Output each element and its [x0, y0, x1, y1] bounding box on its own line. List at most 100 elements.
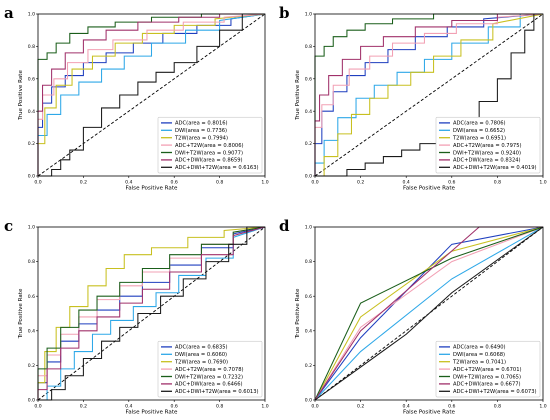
panel-letter: c: [4, 217, 13, 235]
x-tick-label: 0.8: [494, 180, 501, 186]
x-tick-label: 1.0: [539, 180, 546, 186]
legend-entry: ADC+DWI(area = 0.6466): [175, 382, 243, 388]
y-tick-label: 0.8: [28, 44, 35, 50]
x-axis-label: False Positive Rate: [126, 410, 179, 416]
legend-entry: ADC+DWI(area = 0.8324): [453, 158, 521, 164]
legend-box: [435, 116, 541, 174]
roc-curve-5: [314, 13, 543, 176]
y-tick-label: 0.0: [28, 174, 35, 180]
roc-curve-3: [314, 226, 544, 401]
y-axis-label: True Positive Rate: [18, 70, 24, 121]
legend-entry: DWI(area = 0.6068): [453, 352, 505, 358]
legend-entry: ADC+T2W(area = 0.6701): [453, 367, 522, 373]
roc-curve-6: [314, 13, 543, 176]
roc-curve-7: [38, 13, 265, 177]
y-tick-label: 0.4: [305, 328, 312, 334]
y-tick-label: 1.0: [305, 225, 312, 231]
x-tick-label: 0.6: [448, 180, 455, 186]
y-tick-label: 0.4: [28, 109, 35, 115]
x-tick-label: 0.2: [357, 404, 364, 410]
x-tick-label: 0.0: [311, 404, 318, 410]
roc-curve-6: [37, 13, 265, 176]
legend-entry: ADC(area = 0.7806): [453, 121, 506, 127]
legend-box: [435, 340, 541, 398]
roc-curve-3: [37, 13, 266, 176]
legend-entry: ADC+T2W(area = 0.7078): [175, 367, 244, 373]
y-tick-label: 1.0: [28, 12, 35, 18]
x-tick-label: 0.2: [357, 180, 364, 186]
legend-entry: T2W(area = 0.7994): [174, 136, 228, 142]
x-tick-label: 0.8: [216, 404, 223, 410]
panel-a: a 0.0 0.2 0.4 0.6 0.8 1.0 0.0 0.2 0.4 0.6 0.8 1.0 Fal…: [4, 4, 269, 192]
chance-diagonal: [314, 226, 544, 401]
legend-entry: T2W(area = 0.7690): [174, 360, 228, 366]
y-tick-label: 0.4: [28, 328, 35, 334]
y-tick-label: 0.0: [305, 174, 312, 180]
y-axis-label: True Positive Rate: [295, 70, 301, 121]
legend: ADC(area = 0.6835)DWI(area = 0.6060) T2W(…: [157, 340, 263, 398]
roc-curve-4: [314, 13, 544, 176]
legend: ADC(area = 0.8016)DWI(area = 0.7736) T2W(…: [157, 116, 263, 174]
x-tick-label: 0.8: [494, 404, 501, 410]
x-tick-label: 0.0: [34, 180, 41, 186]
y-tick-label: 0.6: [28, 76, 35, 82]
chance-diagonal: [37, 13, 266, 177]
legend-entry: DWI+T2W(area = 0.7232): [175, 374, 243, 380]
legend-entry: T2W(area = 0.6951): [452, 136, 506, 142]
legend-entry: ADC(area = 0.6835): [175, 345, 228, 351]
legend-entry: ADC+DWI(area = 0.6677): [453, 382, 521, 388]
y-tick-label: 0.2: [28, 141, 35, 147]
plot-frame: [37, 226, 266, 401]
x-tick-label: 1.0: [539, 404, 546, 410]
roc-curve-3: [315, 13, 544, 177]
x-tick-label: 0.4: [125, 180, 132, 186]
roc-curve-7: [38, 226, 265, 401]
y-tick-label: 0.6: [305, 294, 312, 300]
legend-entry: DWI(area = 0.6060): [175, 352, 227, 358]
roc-curve-5: [37, 13, 265, 176]
panel-c: c 0.0 0.2 0.4 0.6 0.8 1.0 0.0 0.2 0.4 0.6 0.8 1.0 Fal…: [4, 217, 269, 416]
roc-curve-5: [37, 226, 266, 400]
x-tick-label: 0.2: [80, 404, 87, 410]
roc-curve-2: [37, 13, 266, 176]
x-tick-label: 0.4: [403, 404, 410, 410]
legend-entry: DWI+T2W(area = 0.7065): [453, 374, 521, 380]
x-tick-label: 1.0: [261, 180, 268, 186]
panel-letter: b: [279, 4, 290, 22]
legend-box: [157, 340, 263, 398]
x-axis-label: False Positive Rate: [403, 186, 456, 192]
y-tick-label: 1.0: [28, 225, 35, 231]
legend: ADC(area = 0.6490)DWI(area = 0.6068) T2W(…: [435, 340, 541, 398]
y-tick-label: 0.2: [28, 363, 35, 369]
x-tick-label: 0.6: [171, 404, 178, 410]
y-axis-label: True Positive Rate: [295, 288, 301, 339]
legend-box: [157, 116, 263, 174]
x-axis-label: False Positive Rate: [126, 186, 179, 192]
x-tick-label: 0.4: [403, 180, 410, 186]
legend-entry: ADC+DWI+T2W(area = 0.4019): [453, 165, 537, 171]
legend-entry: DWI(area = 0.7736): [175, 128, 227, 134]
y-tick-label: 0.8: [305, 259, 312, 265]
roc-curve-7: [314, 226, 544, 401]
y-tick-label: 0.0: [28, 398, 35, 404]
x-tick-label: 0.2: [80, 180, 87, 186]
roc-curve-3: [37, 226, 266, 400]
legend-entry: DWI+T2W(area = 0.9240): [453, 150, 521, 156]
plot-frame: [314, 226, 544, 401]
panel-b: b 0.0 0.2 0.4 0.6 0.8 1.0 0.0 0.2 0.4 0.6 0.8 1.0 Fal…: [279, 4, 547, 192]
y-tick-label: 0.8: [305, 44, 312, 50]
legend-entry: DWI+T2W(area = 0.9077): [175, 150, 243, 156]
legend-entry: ADC+T2W(area = 0.7975): [453, 143, 522, 149]
panel-d: d 0.0 0.2 0.4 0.6 0.8 1.0 0.0 0.2 0.4 0.6 0.8 1.0 Fal…: [279, 217, 547, 416]
roc-curve-4: [314, 226, 544, 401]
y-tick-label: 1.0: [305, 12, 312, 18]
roc-curve-2: [314, 226, 544, 401]
x-tick-label: 0.4: [125, 404, 132, 410]
legend-entry: ADC+DWI(area = 0.8659): [175, 158, 243, 164]
chance-diagonal: [314, 13, 544, 177]
roc-curve-6: [37, 226, 266, 400]
plot-frame: [37, 13, 266, 177]
x-tick-label: 0.8: [216, 180, 223, 186]
roc-curve-5: [314, 226, 544, 401]
x-tick-label: 0.0: [311, 180, 318, 186]
